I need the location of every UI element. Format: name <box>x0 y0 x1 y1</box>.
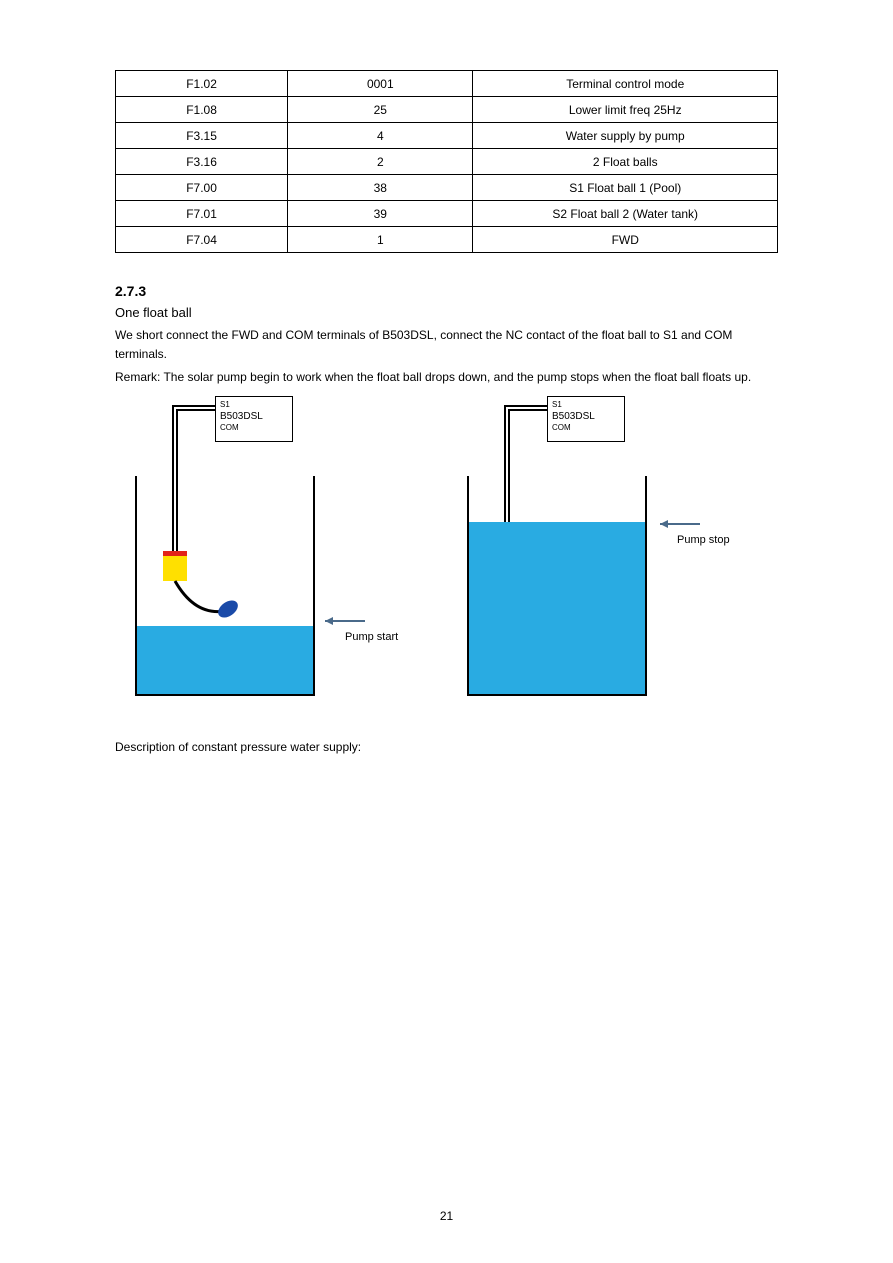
cell: 2 <box>288 149 473 175</box>
body-remark: Remark: The solar pump begin to work whe… <box>115 368 778 387</box>
cell: 25 <box>288 97 473 123</box>
description-heading: Description of constant pressure water s… <box>115 740 778 754</box>
cell: F7.04 <box>116 227 288 253</box>
cell: 38 <box>288 175 473 201</box>
cell: 0001 <box>288 71 473 97</box>
table-row: F7.0139S2 Float ball 2 (Water tank) <box>116 201 778 227</box>
cell: F3.15 <box>116 123 288 149</box>
cell: Lower limit freq 25Hz <box>473 97 778 123</box>
pump-stop-label: Pump stop <box>677 534 730 546</box>
body-paragraph: We short connect the FWD and COM termina… <box>115 326 778 364</box>
float-ball-diagram: S1 B503DSL COM Pump start S1 B503DS <box>115 396 778 716</box>
table-row: F3.1622 Float balls <box>116 149 778 175</box>
cell: Water supply by pump <box>473 123 778 149</box>
water-low <box>137 626 313 694</box>
cell: F3.16 <box>116 149 288 175</box>
cell: S2 Float ball 2 (Water tank) <box>473 201 778 227</box>
cell: 39 <box>288 201 473 227</box>
parameter-table: F1.020001Terminal control mode F1.0825Lo… <box>115 70 778 253</box>
tank-right <box>467 476 647 696</box>
tank-left <box>135 476 315 696</box>
cell: F7.00 <box>116 175 288 201</box>
table-row: F1.020001Terminal control mode <box>116 71 778 97</box>
cell: F1.08 <box>116 97 288 123</box>
table-row: F7.0038S1 Float ball 1 (Pool) <box>116 175 778 201</box>
cell: 2 Float balls <box>473 149 778 175</box>
cell: 1 <box>288 227 473 253</box>
page-number: 21 <box>0 1209 893 1223</box>
cell: FWD <box>473 227 778 253</box>
section-title: One float ball <box>115 305 778 320</box>
pump-start-label: Pump start <box>345 631 398 643</box>
cell: F1.02 <box>116 71 288 97</box>
table-row: F1.0825Lower limit freq 25Hz <box>116 97 778 123</box>
table-row: F7.041FWD <box>116 227 778 253</box>
cell: Terminal control mode <box>473 71 778 97</box>
water-high <box>469 522 645 694</box>
cell: F7.01 <box>116 201 288 227</box>
section-number: 2.7.3 <box>115 283 778 299</box>
cell: 4 <box>288 123 473 149</box>
cell: S1 Float ball 1 (Pool) <box>473 175 778 201</box>
table-row: F3.154Water supply by pump <box>116 123 778 149</box>
